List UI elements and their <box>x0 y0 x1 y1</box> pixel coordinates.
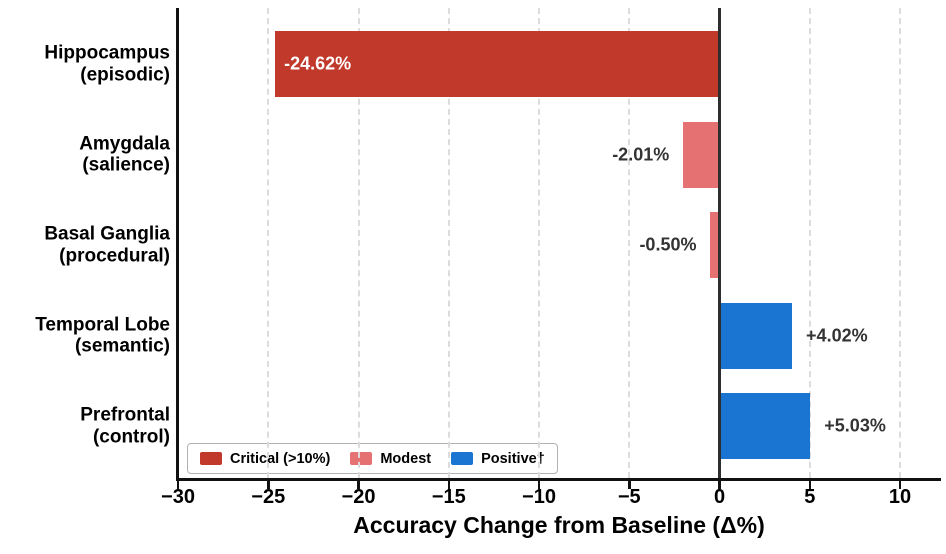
legend-swatch-icon <box>350 452 373 465</box>
gridline <box>357 8 360 478</box>
zero-line <box>717 8 722 478</box>
y-category-label-line: (control) <box>92 426 170 447</box>
bar <box>719 393 811 459</box>
x-tick-label: −25 <box>251 486 286 508</box>
x-tick-label: −20 <box>341 486 376 508</box>
x-axis-title: Accuracy Change from Baseline (Δ%) <box>353 512 765 538</box>
x-tick-mark <box>628 480 631 489</box>
legend-item: Positive† <box>451 451 545 467</box>
legend: Critical (>10%) Modest Positive† <box>187 443 558 474</box>
y-category-label: Basal Ganglia (procedural) <box>44 224 170 267</box>
y-category-label-line: (procedural) <box>59 245 170 266</box>
gridline <box>538 8 540 478</box>
y-category-label-line: Amygdala <box>79 133 170 154</box>
y-category-label-line: (episodic) <box>80 64 170 85</box>
x-tick-mark <box>357 480 360 489</box>
y-category-label-line: Hippocampus <box>44 42 170 64</box>
y-category-label-line: Temporal Lobe <box>35 314 170 335</box>
legend-item: Modest <box>350 451 431 467</box>
x-tick-label: 0 <box>713 486 726 508</box>
y-category-label: Hippocampus (episodic) <box>44 43 170 86</box>
gridline <box>808 8 811 478</box>
x-axis-line <box>176 477 941 481</box>
y-category-label-line: (salience) <box>82 154 170 176</box>
x-tick-mark <box>537 480 541 489</box>
y-category-label-line: Basal Ganglia <box>44 223 170 245</box>
gridline <box>899 8 901 478</box>
legend-item: Critical (>10%) <box>200 451 330 467</box>
y-category-label: Prefrontal (control) <box>80 405 170 448</box>
x-tick-mark <box>718 480 721 489</box>
bar <box>683 121 720 188</box>
y-category-label: Amygdala (salience) <box>79 133 170 176</box>
y-category-label-line: Prefrontal <box>80 404 170 426</box>
bar-value-label: -2.01% <box>612 144 670 164</box>
legend-swatch-icon <box>200 452 222 465</box>
legend-label: Modest <box>380 450 432 467</box>
x-tick-label: 5 <box>804 486 816 508</box>
y-category-label: Temporal Lobe (semantic) <box>35 314 170 357</box>
x-tick-label: 10 <box>888 486 912 508</box>
x-tick-mark <box>808 480 811 489</box>
legend-label: Positive† <box>481 450 545 467</box>
bar <box>710 212 720 278</box>
x-tick-label: −5 <box>617 486 641 508</box>
x-tick-mark <box>176 480 180 489</box>
bar-value-label: -24.62% <box>284 53 352 74</box>
legend-label: Critical (>10%) <box>230 450 331 467</box>
y-axis-spine <box>176 8 179 481</box>
gridline <box>447 8 450 478</box>
x-tick-mark <box>898 480 902 489</box>
bar <box>719 302 793 369</box>
x-tick-label: −30 <box>161 486 195 508</box>
bar-value-label: -0.50% <box>639 234 697 255</box>
x-tick-label: −10 <box>522 486 556 508</box>
x-tick-label: −15 <box>431 486 466 508</box>
legend-swatch-icon <box>451 452 474 465</box>
gridline <box>628 8 631 478</box>
bar-value-label: +5.03% <box>824 415 886 436</box>
y-category-label-line: (semantic) <box>74 335 170 357</box>
x-tick-mark <box>267 480 270 489</box>
bar-value-label: +4.02% <box>806 325 868 345</box>
x-tick-mark <box>447 480 450 489</box>
gridline <box>267 8 270 478</box>
bar <box>275 31 720 97</box>
